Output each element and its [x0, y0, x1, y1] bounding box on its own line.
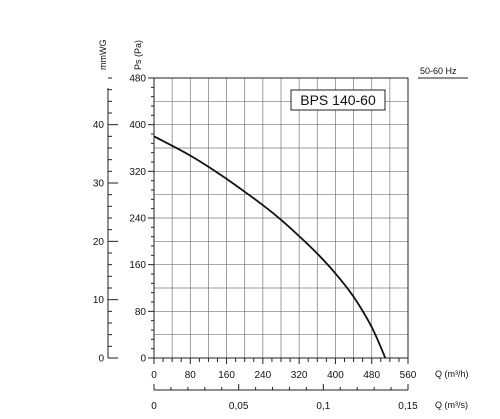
- pa-tick-label: 0: [140, 354, 146, 365]
- xlabel-m3s: Q (m³/s): [435, 400, 468, 410]
- frequency-label: 50-60 Hz: [420, 66, 457, 76]
- mmwg-tick-label: 30: [93, 179, 105, 190]
- grid: [153, 77, 409, 359]
- m3h-tick-label: 320: [291, 370, 308, 381]
- pa-tick-label: 160: [129, 260, 146, 271]
- series-curve: [153, 135, 387, 359]
- model-label-box: [290, 89, 386, 111]
- mmwg-tick-label: 10: [93, 295, 105, 306]
- m3s-tick-label: 0,15: [398, 401, 418, 412]
- mmwg-tick-label: 0: [98, 354, 104, 365]
- m3h-tick-label: 560: [400, 370, 417, 381]
- ylabel-mmwg: mmWG: [98, 40, 108, 71]
- m3h-tick-label: 240: [255, 370, 272, 381]
- m3h-tick-label: 480: [363, 370, 380, 381]
- model-label: BPS 140-60: [300, 92, 376, 108]
- m3h-tick-label: 160: [218, 370, 235, 381]
- pa-tick-label: 400: [129, 120, 146, 131]
- pa-tick-label: 80: [135, 307, 147, 318]
- m3s-tick-label: 0: [151, 401, 157, 412]
- m3s-tick-label: 0,05: [229, 401, 249, 412]
- mmwg-tick-label: 20: [93, 237, 105, 248]
- m3h-tick-label: 80: [185, 370, 197, 381]
- mmwg-tick-label: 40: [93, 120, 105, 131]
- xlabel-m3h: Q (m³/h): [435, 369, 469, 379]
- m3h-tick-label: 400: [327, 370, 344, 381]
- pa-tick-label: 480: [129, 74, 146, 85]
- pa-tick-label: 240: [129, 214, 146, 225]
- plot-frame: [153, 77, 409, 359]
- m3s-tick-label: 0,1: [316, 401, 330, 412]
- m3h-tick-label: 0: [151, 370, 157, 381]
- pa-tick-label: 320: [129, 167, 146, 178]
- ylabel-pa: Ps (Pa): [133, 40, 143, 70]
